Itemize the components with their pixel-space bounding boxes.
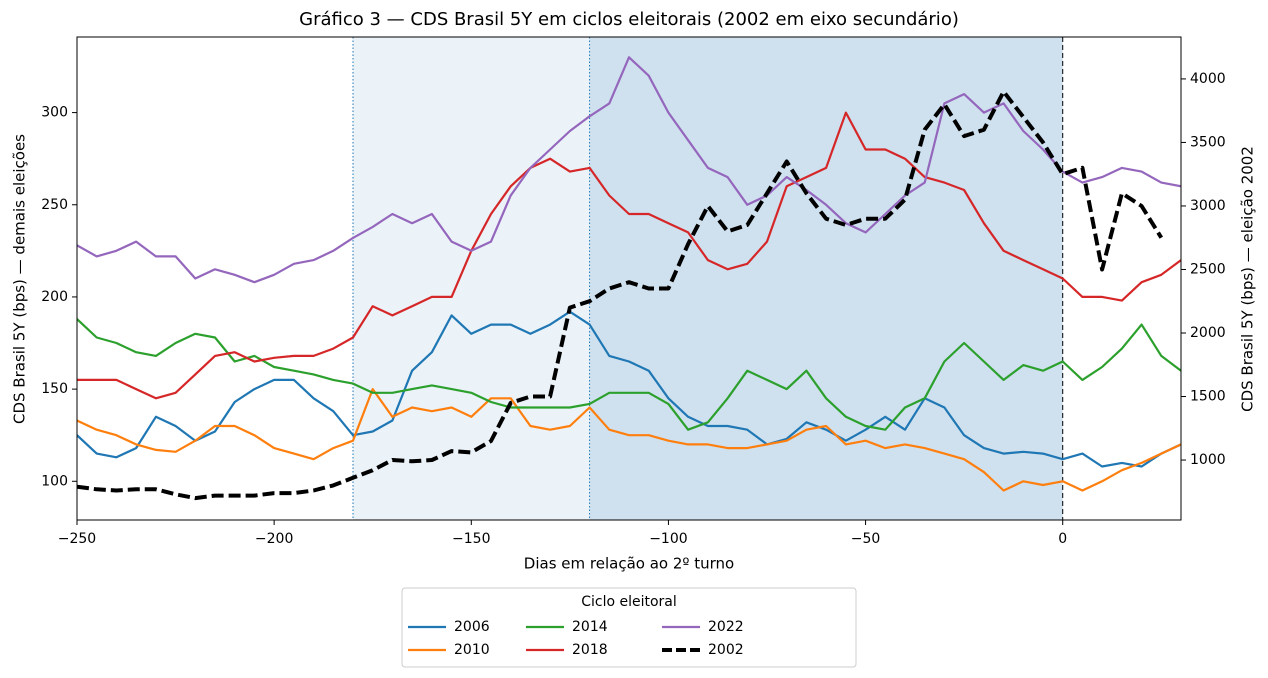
y2-tick-label: 3000	[1190, 198, 1226, 214]
x-tick-label: −100	[649, 531, 687, 547]
series-line	[77, 111, 1181, 400]
y-tick-label: 100	[41, 473, 68, 489]
y2-tick-label: 4000	[1190, 71, 1226, 87]
shaded-span	[353, 37, 590, 520]
x-tick-label: 0	[1058, 531, 1067, 547]
y-axis-label: CDS Brasil 5Y (bps) — demais eleições	[11, 134, 29, 424]
x-tick-label: −150	[452, 531, 490, 547]
y2-tick-label: 2000	[1190, 325, 1226, 341]
legend-label: 2010	[454, 642, 490, 658]
legend-label: 2014	[572, 619, 608, 635]
series-line	[77, 56, 1181, 284]
y2-tick-label: 2500	[1190, 261, 1226, 277]
x-tick-label: −250	[58, 531, 96, 547]
legend-label: 2022	[708, 619, 744, 635]
legend-label: 2018	[572, 642, 608, 658]
y-tick-label: 200	[41, 289, 68, 305]
legend-box	[401, 587, 857, 668]
y2-tick-label: 1500	[1190, 389, 1226, 405]
series-line	[77, 388, 1181, 492]
shaded-span	[589, 37, 1063, 520]
legend-title: Ciclo eleitoral	[581, 594, 677, 610]
x-tick-label: −200	[255, 531, 293, 547]
y2-axis-label: CDS Brasil 5Y (bps) — eleição 2002	[1239, 146, 1257, 412]
series-line	[77, 310, 1181, 468]
plot-frame	[76, 36, 1182, 521]
legend-label: 2006	[454, 619, 490, 635]
y-tick-label: 150	[41, 381, 68, 397]
y-tick-label: 250	[41, 197, 68, 213]
y2-tick-label: 3500	[1190, 134, 1226, 150]
legend-label: 2002	[708, 642, 744, 658]
x-axis-label: Dias em relação ao 2º turno	[524, 555, 734, 573]
x-tick-label: −50	[851, 531, 881, 547]
y2-tick-label: 1000	[1190, 452, 1226, 468]
chart-title: Gráfico 3 — CDS Brasil 5Y em ciclos elei…	[299, 9, 959, 30]
series-line	[77, 89, 1163, 501]
y-tick-label: 300	[41, 105, 68, 121]
